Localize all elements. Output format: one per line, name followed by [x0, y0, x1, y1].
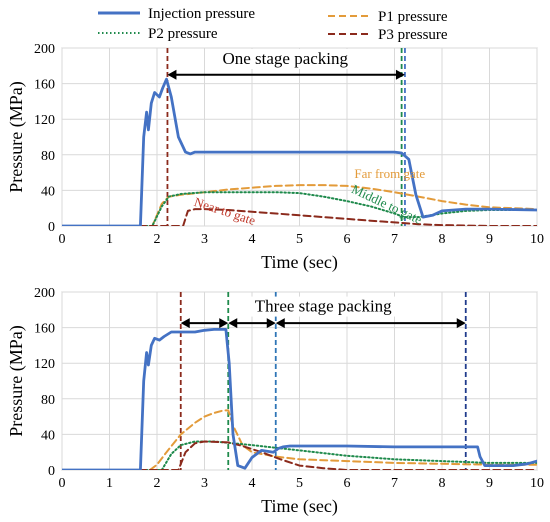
series-line-injection-pressure: [62, 327, 537, 470]
legend-label-p2-pressure: P2 pressure: [148, 26, 218, 42]
chart-three-stage-packing: 0 1 2 3 4 5 6 7 8 9 10 0 40 80 120 160 200 Time (sec) Pres…: [6, 286, 544, 517]
y-tick-label-160: 160: [34, 78, 55, 93]
y-tick-label-200: 200: [34, 286, 55, 301]
arrow-head-left: [167, 69, 177, 80]
arrow-head-right: [456, 318, 466, 329]
x-tick-label-2: 2: [154, 232, 161, 247]
y-tick-label-0: 0: [48, 220, 55, 235]
x-tick-label-10: 10: [530, 232, 544, 247]
stage-arrow-0: [180, 318, 229, 329]
arrow-head-left: [180, 318, 190, 329]
y-axis-label: Pressure (MPa): [6, 81, 27, 192]
stage-arrow-0: [167, 69, 405, 80]
series-line-p1-pressure: [62, 409, 537, 470]
series-line-p3-pressure: [62, 208, 537, 226]
annotation-bg-one-stage-packing: [215, 49, 355, 70]
x-tick-label-6: 6: [344, 476, 351, 491]
x-tick-label-2: 2: [154, 476, 161, 491]
x-tick-label-3: 3: [201, 232, 208, 247]
y-tick-label-120: 120: [34, 113, 55, 128]
y-tick-label-200: 200: [34, 42, 55, 57]
chart-one-stage-packing: 0 1 2 3 4 5 6 7 8 9 10 0 40 80 120 160 200 Time (sec) Pres…: [6, 42, 544, 273]
stage-arrow-2: [275, 318, 466, 329]
series-line-injection-pressure: [62, 77, 537, 226]
x-tick-label-0: 0: [59, 476, 66, 491]
annotation-one-stage-packing: One stage packing: [222, 49, 348, 68]
x-tick-label-5: 5: [296, 476, 303, 491]
x-tick-label-4: 4: [249, 232, 256, 247]
annotation-bg-three-stage-packing: [246, 296, 401, 317]
x-tick-label-5: 5: [296, 232, 303, 247]
arrow-head-right: [219, 318, 229, 329]
y-tick-label-40: 40: [41, 428, 55, 443]
x-tick-label-7: 7: [391, 232, 398, 247]
y-tick-label-120: 120: [34, 357, 55, 372]
x-tick-label-7: 7: [391, 476, 398, 491]
series-line-p2-pressure: [62, 440, 537, 470]
x-tick-label-0: 0: [59, 232, 66, 247]
x-tick-label-6: 6: [344, 232, 351, 247]
legend-label-p1-pressure: P1 pressure: [378, 9, 448, 25]
x-tick-label-3: 3: [201, 476, 208, 491]
x-tick-label-9: 9: [486, 232, 493, 247]
y-tick-label-160: 160: [34, 322, 55, 337]
x-tick-label-8: 8: [439, 232, 446, 247]
annotation-far-from-gate: Far from gate: [354, 166, 425, 181]
legend-label-injection-pressure: Injection pressure: [148, 6, 255, 22]
y-tick-label-0: 0: [48, 464, 55, 479]
x-tick-label-1: 1: [106, 232, 113, 247]
series-line-p3-pressure: [62, 440, 537, 470]
y-tick-label-80: 80: [41, 149, 55, 164]
arrow-head-left: [275, 318, 285, 329]
x-tick-label-4: 4: [249, 476, 256, 491]
series-group: [62, 327, 537, 470]
legend: Injection pressure P1 pressure P2 pressure…: [98, 6, 448, 43]
x-axis-label: Time (sec): [261, 252, 338, 273]
x-axis-label: Time (sec): [261, 496, 338, 517]
y-tick-label-40: 40: [41, 184, 55, 199]
legend-label-p3-pressure: P3 pressure: [378, 27, 448, 43]
stage-arrow-1: [228, 318, 276, 329]
arrow-head-left: [228, 318, 238, 329]
x-tick-label-9: 9: [486, 476, 493, 491]
arrow-head-right: [395, 69, 405, 80]
y-tick-label-80: 80: [41, 393, 55, 408]
arrow-head-right: [266, 318, 276, 329]
gridlines: [61, 291, 538, 471]
annotation-three-stage-packing: Three stage packing: [255, 297, 392, 316]
y-axis-label: Pressure (MPa): [6, 325, 27, 436]
x-tick-label-1: 1: [106, 476, 113, 491]
x-tick-label-8: 8: [439, 476, 446, 491]
series-group: [62, 77, 537, 226]
x-tick-label-10: 10: [530, 476, 544, 491]
